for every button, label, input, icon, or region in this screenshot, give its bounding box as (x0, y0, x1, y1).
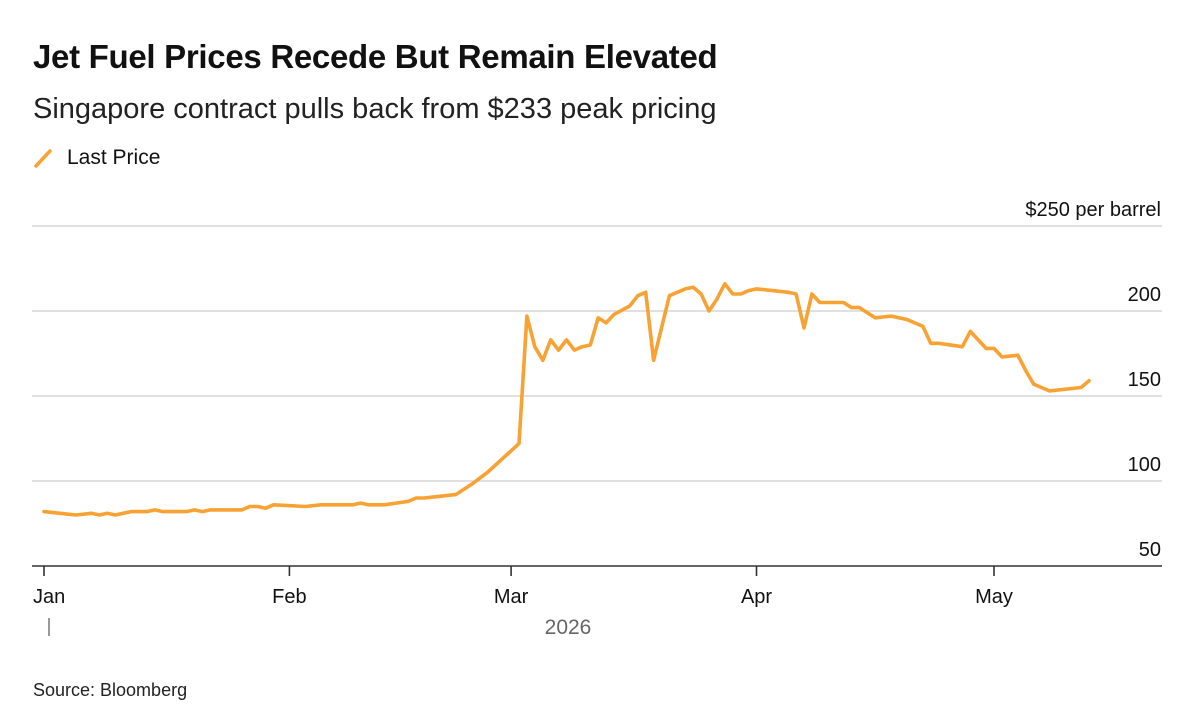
legend-label: Last Price (67, 146, 161, 169)
series-line (42, 281, 1091, 517)
series-last-price (42, 281, 1091, 517)
x-tick-label: Jan (33, 586, 65, 608)
x-tick-label: May (975, 586, 1013, 608)
y-axis-tick-labels: $250 per barrel 200 150 100 50 (1025, 199, 1161, 561)
legend-swatch-stroke (34, 149, 52, 168)
x-tick-label: Mar (494, 586, 529, 608)
legend: Last Price (33, 145, 160, 171)
x-tick-label: Feb (272, 586, 306, 608)
gridlines (32, 225, 1162, 482)
x-tick-label: Apr (741, 586, 772, 608)
chart-subtitle: Singapore contract pulls back from $233 … (33, 93, 717, 125)
y-tick-label: 100 (1128, 454, 1161, 476)
y-tick-label: $250 per barrel (1025, 199, 1161, 221)
y-tick-label: 150 (1128, 369, 1161, 391)
y-tick-label: 50 (1139, 539, 1161, 561)
chart-title: Jet Fuel Prices Recede But Remain Elevat… (33, 38, 718, 75)
source-note: Source: Bloomberg (33, 680, 188, 700)
x-axis: Jan Feb Mar Apr May 2026 (32, 565, 1162, 639)
legend-line-swatch (34, 149, 52, 168)
y-tick-label: 200 (1128, 284, 1161, 306)
x-axis-year-label: 2026 (545, 616, 592, 639)
